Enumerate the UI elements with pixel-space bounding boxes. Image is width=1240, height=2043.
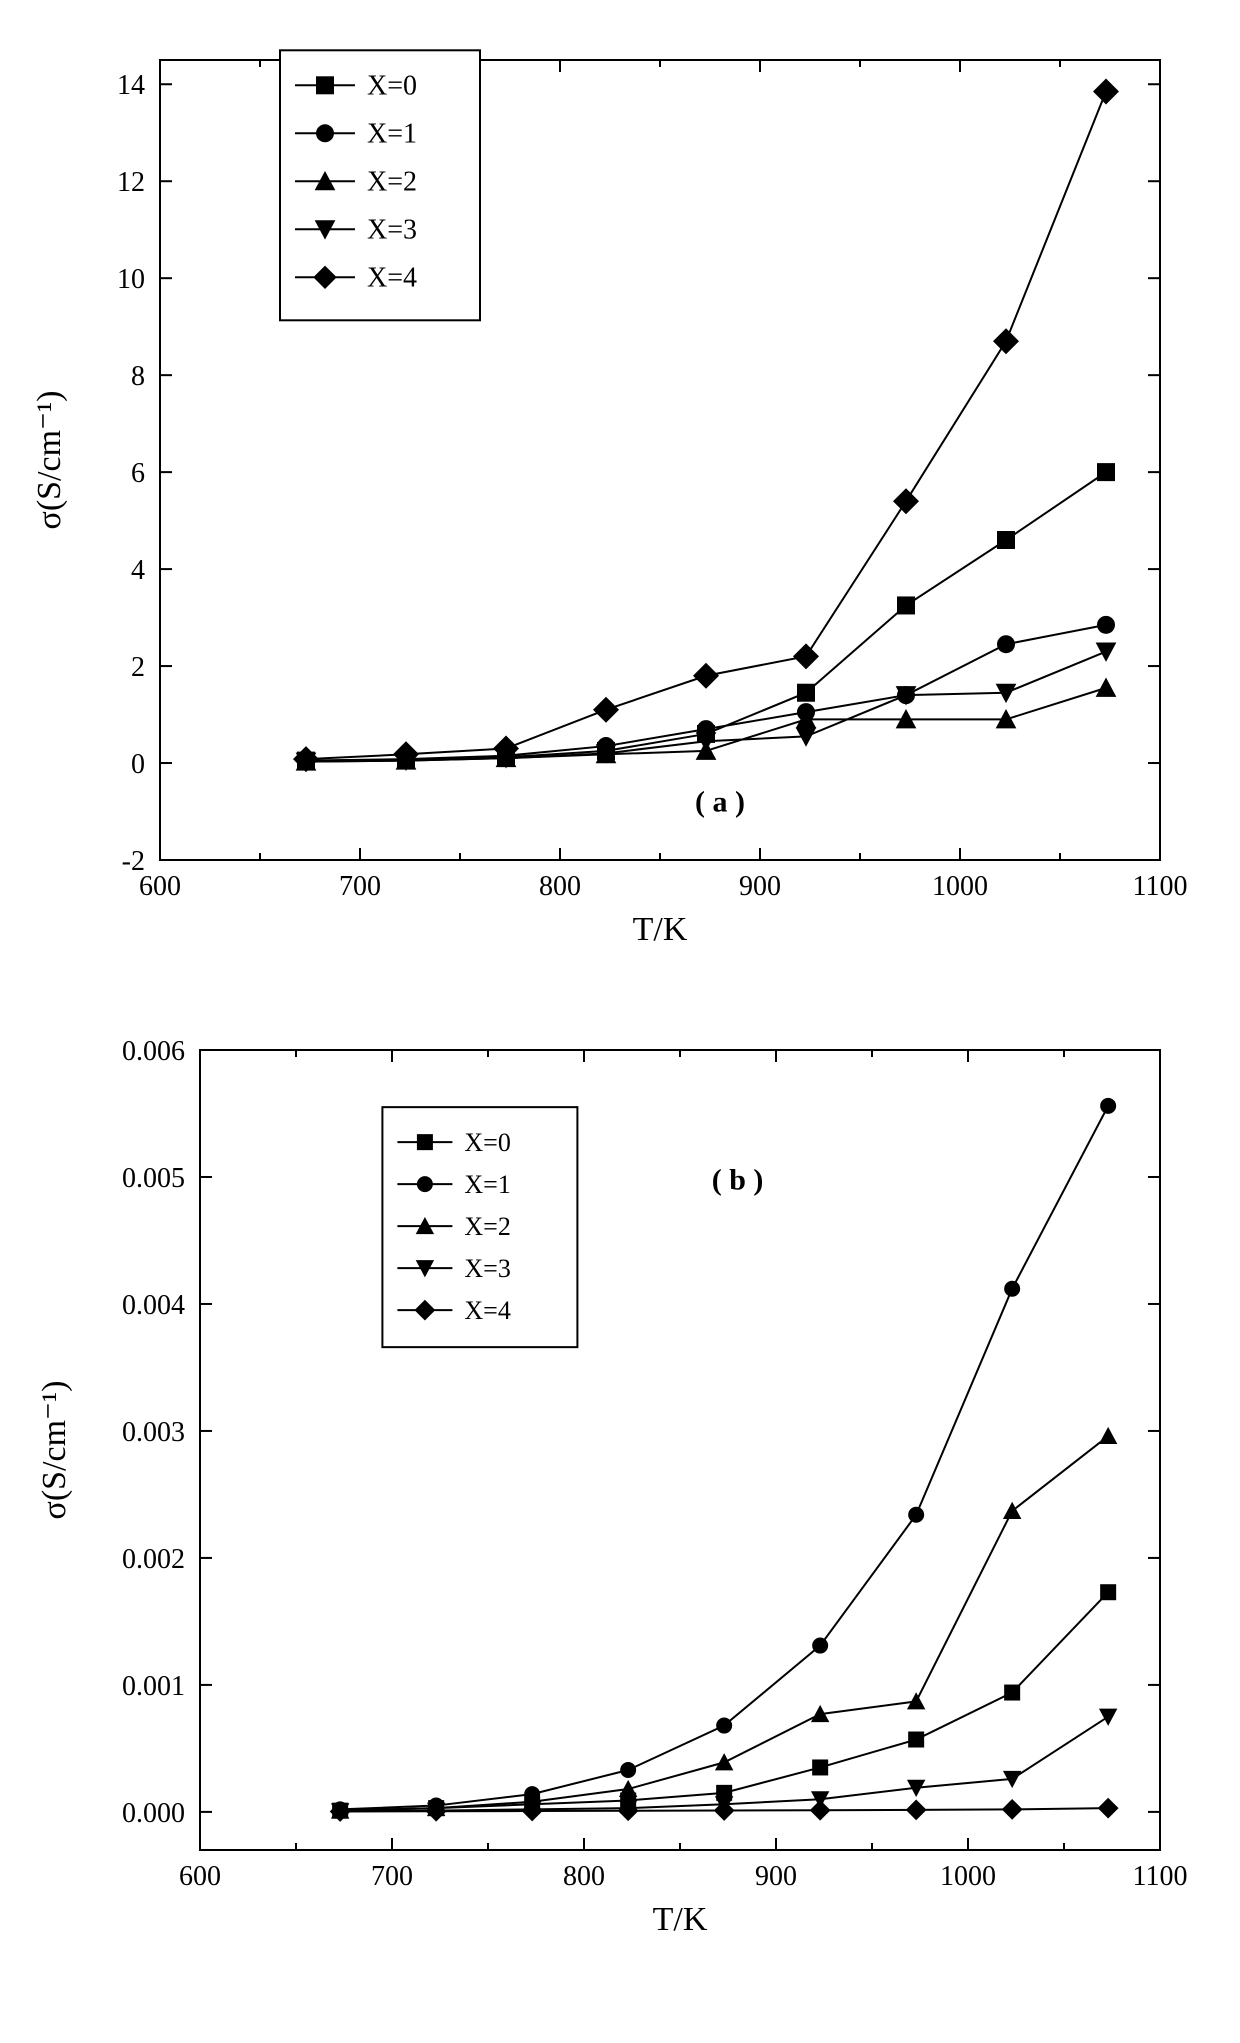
series-marker-X=1 [1097, 616, 1115, 634]
x-tick-label: 1000 [940, 1861, 996, 1892]
legend: X=0 X=1 X=2 X=3 X=4 [280, 50, 480, 320]
legend-item-label: X=4 [464, 1296, 510, 1325]
series-marker-X=2 [1003, 1502, 1021, 1519]
y-tick-label: 0.003 [122, 1417, 185, 1448]
y-tick-label: 0.004 [122, 1290, 185, 1321]
panel-label: ( b ) [712, 1164, 764, 1197]
y-tick-label: -2 [122, 846, 145, 877]
x-tick-label: 1000 [932, 871, 988, 902]
y-tick-label: 0.000 [122, 1798, 185, 1829]
series-marker-X=0 [1004, 1685, 1020, 1701]
legend-item-label: X=4 [367, 262, 417, 293]
legend-item-label: X=2 [367, 166, 417, 197]
x-tick-label: 1100 [1133, 871, 1188, 902]
series-marker-X=0 [897, 596, 915, 614]
series-marker-X=1 [1100, 1098, 1116, 1114]
y-tick-label: 6 [131, 458, 145, 489]
series-marker-X=0 [797, 684, 815, 702]
legend-item-label: X=1 [464, 1170, 510, 1199]
figure-root: 600 700 800 900 1000 1100 -2 0 2 4 6 8 10 12 14 T/K σ(S/… [20, 20, 1220, 1990]
series-line-X=0 [340, 1592, 1108, 1810]
y-tick-label: 0.002 [122, 1544, 185, 1575]
series-marker-X=0 [908, 1732, 924, 1748]
series-marker-X=2 [907, 1692, 925, 1709]
series-marker-X=3 [1099, 1709, 1117, 1726]
series-marker-X=0 [1100, 1584, 1116, 1600]
panel-label: ( a ) [695, 786, 745, 819]
series-marker-X=4 [1093, 79, 1119, 105]
legend-item-label: X=3 [367, 214, 417, 245]
x-tick-label: 900 [755, 1861, 797, 1892]
series-marker-X=4 [993, 328, 1019, 354]
legend-item-label: X=2 [464, 1212, 510, 1241]
y-tick-label: 4 [131, 555, 145, 586]
y-tick-label: 0.001 [122, 1671, 185, 1702]
x-tick-label: 700 [339, 871, 381, 902]
y-tick-label: 0.006 [122, 1036, 185, 1067]
series-marker-X=4 [906, 1799, 927, 1820]
series-marker-X=2 [715, 1753, 733, 1770]
x-tick-label: 600 [139, 871, 181, 902]
x-tick-label: 700 [371, 1861, 413, 1892]
series-marker-X=4 [593, 697, 619, 723]
series-marker-X=4 [693, 663, 719, 689]
x-tick-label: 900 [739, 871, 781, 902]
y-tick-label: 14 [117, 70, 145, 101]
legend: X=0 X=1 X=2 X=3 X=4 [382, 1107, 577, 1347]
chart-panel-a: 600 700 800 900 1000 1100 -2 0 2 4 6 8 10 12 14 T/K σ(S/… [20, 20, 1220, 980]
series-marker-X=1 [908, 1507, 924, 1523]
y-axis-label: σ(S/cm⁻¹) [31, 390, 68, 529]
legend-item-label: X=0 [367, 70, 417, 101]
series-marker-X=0 [1097, 463, 1115, 481]
series-line-X=0 [306, 472, 1106, 760]
x-axis-label: T/K [653, 1901, 708, 1938]
x-tick-label: 600 [179, 1861, 221, 1892]
legend-item-label: X=3 [464, 1254, 510, 1283]
y-tick-label: 12 [117, 167, 145, 198]
y-tick-label: 2 [131, 652, 145, 683]
x-tick-label: 800 [539, 871, 581, 902]
y-tick-label: 10 [117, 264, 145, 295]
y-tick-label: 8 [131, 361, 145, 392]
series-marker-X=1 [1004, 1281, 1020, 1297]
series-marker-X=2 [1096, 678, 1117, 697]
series-marker-X=1 [812, 1638, 828, 1654]
series-marker-X=4 [810, 1800, 831, 1821]
series-marker-X=2 [1099, 1427, 1117, 1444]
series-marker-X=0 [997, 531, 1015, 549]
series-marker-X=4 [393, 741, 419, 767]
y-tick-label: 0 [131, 749, 145, 780]
series-marker-X=1 [620, 1762, 636, 1778]
series-marker-X=4 [1002, 1799, 1023, 1820]
y-tick-label: 0.005 [122, 1163, 185, 1194]
series-marker-X=4 [893, 488, 919, 514]
series-marker-X=1 [716, 1718, 732, 1734]
series-marker-X=4 [793, 643, 819, 669]
legend-item-label: X=0 [464, 1128, 510, 1157]
series-marker-X=3 [1096, 643, 1117, 662]
series-marker-X=4 [1098, 1798, 1119, 1819]
series-marker-X=1 [997, 635, 1015, 653]
chart-panel-b: 600 700 800 900 1000 1100 0.000 0.001 0.002 0.003… [20, 1010, 1220, 1990]
x-tick-label: 800 [563, 1861, 605, 1892]
y-axis-label: σ(S/cm⁻¹) [36, 1380, 73, 1519]
x-tick-label: 1100 [1133, 1861, 1188, 1892]
series-marker-X=2 [619, 1780, 637, 1797]
x-axis-label: T/K [633, 911, 688, 948]
legend-item-label: X=1 [367, 118, 417, 149]
series-marker-X=0 [812, 1759, 828, 1775]
